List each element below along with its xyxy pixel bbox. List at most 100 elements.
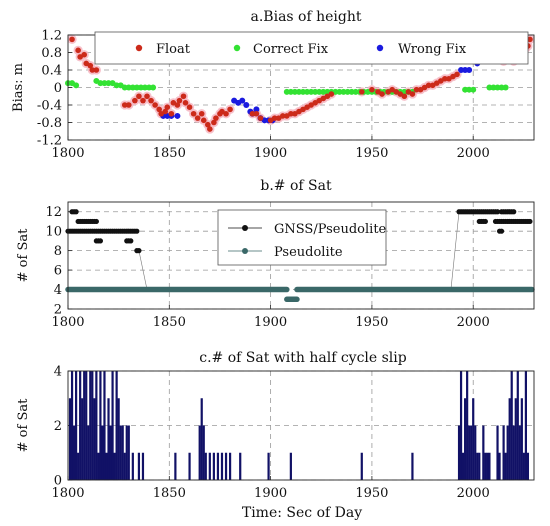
float-point	[205, 121, 211, 128]
slip-bar	[522, 452, 525, 480]
wrong-fix-point	[466, 67, 473, 73]
float-point	[253, 110, 260, 117]
float-point	[156, 106, 162, 113]
float-point	[409, 91, 416, 97]
slip-bar	[488, 452, 491, 480]
float-point	[182, 100, 189, 106]
slip-bar	[141, 452, 145, 480]
slip-bar	[188, 452, 191, 480]
float-point	[176, 97, 183, 104]
float-point	[144, 93, 150, 100]
float-point	[93, 67, 100, 73]
slip-bar	[119, 425, 122, 480]
legend-panel-b: GNSS/Pseudolite Pseudolite	[217, 209, 387, 266]
slip-bar	[224, 452, 228, 480]
float-point	[279, 113, 286, 119]
slip-bar	[526, 452, 530, 480]
slip-bar	[70, 371, 74, 480]
float-point	[186, 104, 193, 110]
slip-bar	[127, 425, 130, 480]
gnss-pseudolite-point	[73, 209, 79, 215]
slip-bar	[508, 398, 511, 480]
slip-bar	[466, 371, 469, 480]
float-point	[69, 36, 75, 43]
gnss-pseudolite-point	[136, 248, 142, 254]
legend-gnss-pseudolite-label: GNSS/Pseudolite	[274, 222, 387, 237]
x-tick-label: 1800	[51, 146, 84, 161]
float-point	[164, 104, 171, 110]
slip-bar	[68, 398, 72, 480]
slip-bar	[99, 371, 102, 480]
float-point	[379, 91, 385, 97]
float-point	[180, 93, 187, 100]
float-point	[190, 110, 197, 117]
float-point	[136, 93, 142, 100]
slip-bar	[125, 425, 128, 480]
x-tick-label: 1850	[153, 486, 186, 501]
float-point	[174, 102, 181, 108]
slip-bar	[504, 452, 507, 480]
float-point	[527, 36, 533, 43]
slip-bar	[111, 371, 114, 480]
slip-bar	[482, 425, 485, 480]
slip-bar	[267, 452, 270, 480]
float-point	[168, 110, 175, 117]
float-point	[442, 75, 448, 82]
y-tick-label: 0	[54, 474, 62, 489]
slip-bar	[123, 452, 126, 480]
wrong-fix-point	[239, 97, 246, 104]
float-point	[425, 82, 432, 89]
float-point	[194, 115, 201, 121]
wrong-fix-point	[174, 112, 181, 119]
y-tick-label: -0.4	[37, 99, 62, 114]
y-tick-label: 12	[45, 205, 62, 220]
slip-bar	[510, 371, 513, 480]
slip-bar	[95, 371, 98, 480]
legend-panel-a: Float Correct Fix Wrong Fix	[94, 31, 529, 65]
slip-bar	[512, 425, 515, 480]
x-tick-label: 1950	[355, 486, 388, 501]
x-tick-label: 1800	[51, 486, 84, 501]
slip-bar	[212, 452, 215, 480]
slip-bar	[514, 398, 517, 480]
float-point	[213, 115, 219, 121]
gnss-connector-line	[138, 250, 148, 290]
slip-bar	[478, 452, 481, 480]
y-axis-label: # of Sat	[16, 398, 31, 452]
float-point	[271, 115, 278, 121]
float-point	[140, 97, 146, 104]
legend-correct-fix-label: Correct Fix	[253, 42, 329, 57]
x-tick-label: 1950	[355, 315, 388, 330]
y-tick-label: 4	[54, 283, 62, 298]
slip-bar	[468, 425, 471, 480]
y-tick-label: 10	[45, 225, 62, 240]
float-point	[401, 93, 408, 100]
float-point	[121, 102, 128, 108]
slip-bar	[103, 371, 106, 480]
y-tick-label: 6	[54, 264, 62, 279]
slip-bar	[89, 371, 92, 480]
y-tick-label: 8	[54, 244, 62, 259]
panel-c-half-cycle-slip: 1800 1850 1900 1950 2000 0 2 4 # of Sat	[16, 365, 535, 501]
gnss-pseudolite-point	[494, 209, 501, 215]
wrong-fix-point	[253, 106, 260, 113]
slip-bar	[470, 425, 473, 480]
float-point	[249, 110, 256, 117]
float-point	[454, 71, 460, 78]
plot-frame	[67, 201, 535, 310]
slip-bar	[198, 425, 201, 480]
x-tick-label: 1900	[254, 486, 287, 501]
slip-bar	[117, 398, 120, 480]
x-tick-label: 1800	[51, 315, 84, 330]
float-point	[162, 108, 169, 115]
gnss-pseudolite-point	[527, 218, 533, 225]
slip-bar	[486, 452, 489, 480]
y-tick-label: 2	[54, 303, 62, 318]
y-tick-label: -0.8	[37, 116, 62, 131]
slip-bar	[464, 398, 467, 480]
slip-bar	[204, 452, 207, 480]
slip-bar	[87, 425, 90, 480]
slip-bar	[457, 425, 461, 480]
x-tick-label: 2000	[457, 315, 490, 330]
